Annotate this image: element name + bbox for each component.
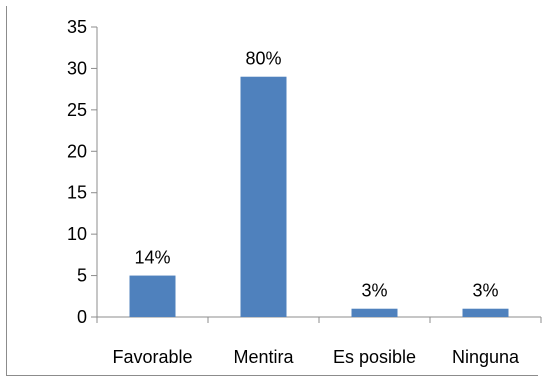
bar bbox=[462, 308, 509, 317]
y-tick-label: 5 bbox=[77, 266, 87, 286]
data-label: 3% bbox=[361, 281, 387, 301]
y-tick-label: 30 bbox=[67, 58, 87, 78]
data-label: 14% bbox=[134, 248, 170, 268]
x-tick-label: Ninguna bbox=[452, 347, 520, 367]
bar bbox=[351, 308, 398, 317]
bar bbox=[240, 76, 287, 317]
y-tick-label: 10 bbox=[67, 224, 87, 244]
x-tick-label: Es posible bbox=[333, 347, 416, 367]
x-tick-label: Favorable bbox=[112, 347, 192, 367]
data-label: 3% bbox=[472, 281, 498, 301]
data-label: 80% bbox=[245, 49, 281, 69]
y-tick-label: 20 bbox=[67, 141, 87, 161]
y-tick-label: 25 bbox=[67, 100, 87, 120]
y-tick-label: 35 bbox=[67, 17, 87, 37]
y-tick-label: 0 bbox=[77, 307, 87, 327]
bar bbox=[129, 275, 176, 317]
y-tick-label: 15 bbox=[67, 183, 87, 203]
x-tick-label: Mentira bbox=[233, 347, 294, 367]
